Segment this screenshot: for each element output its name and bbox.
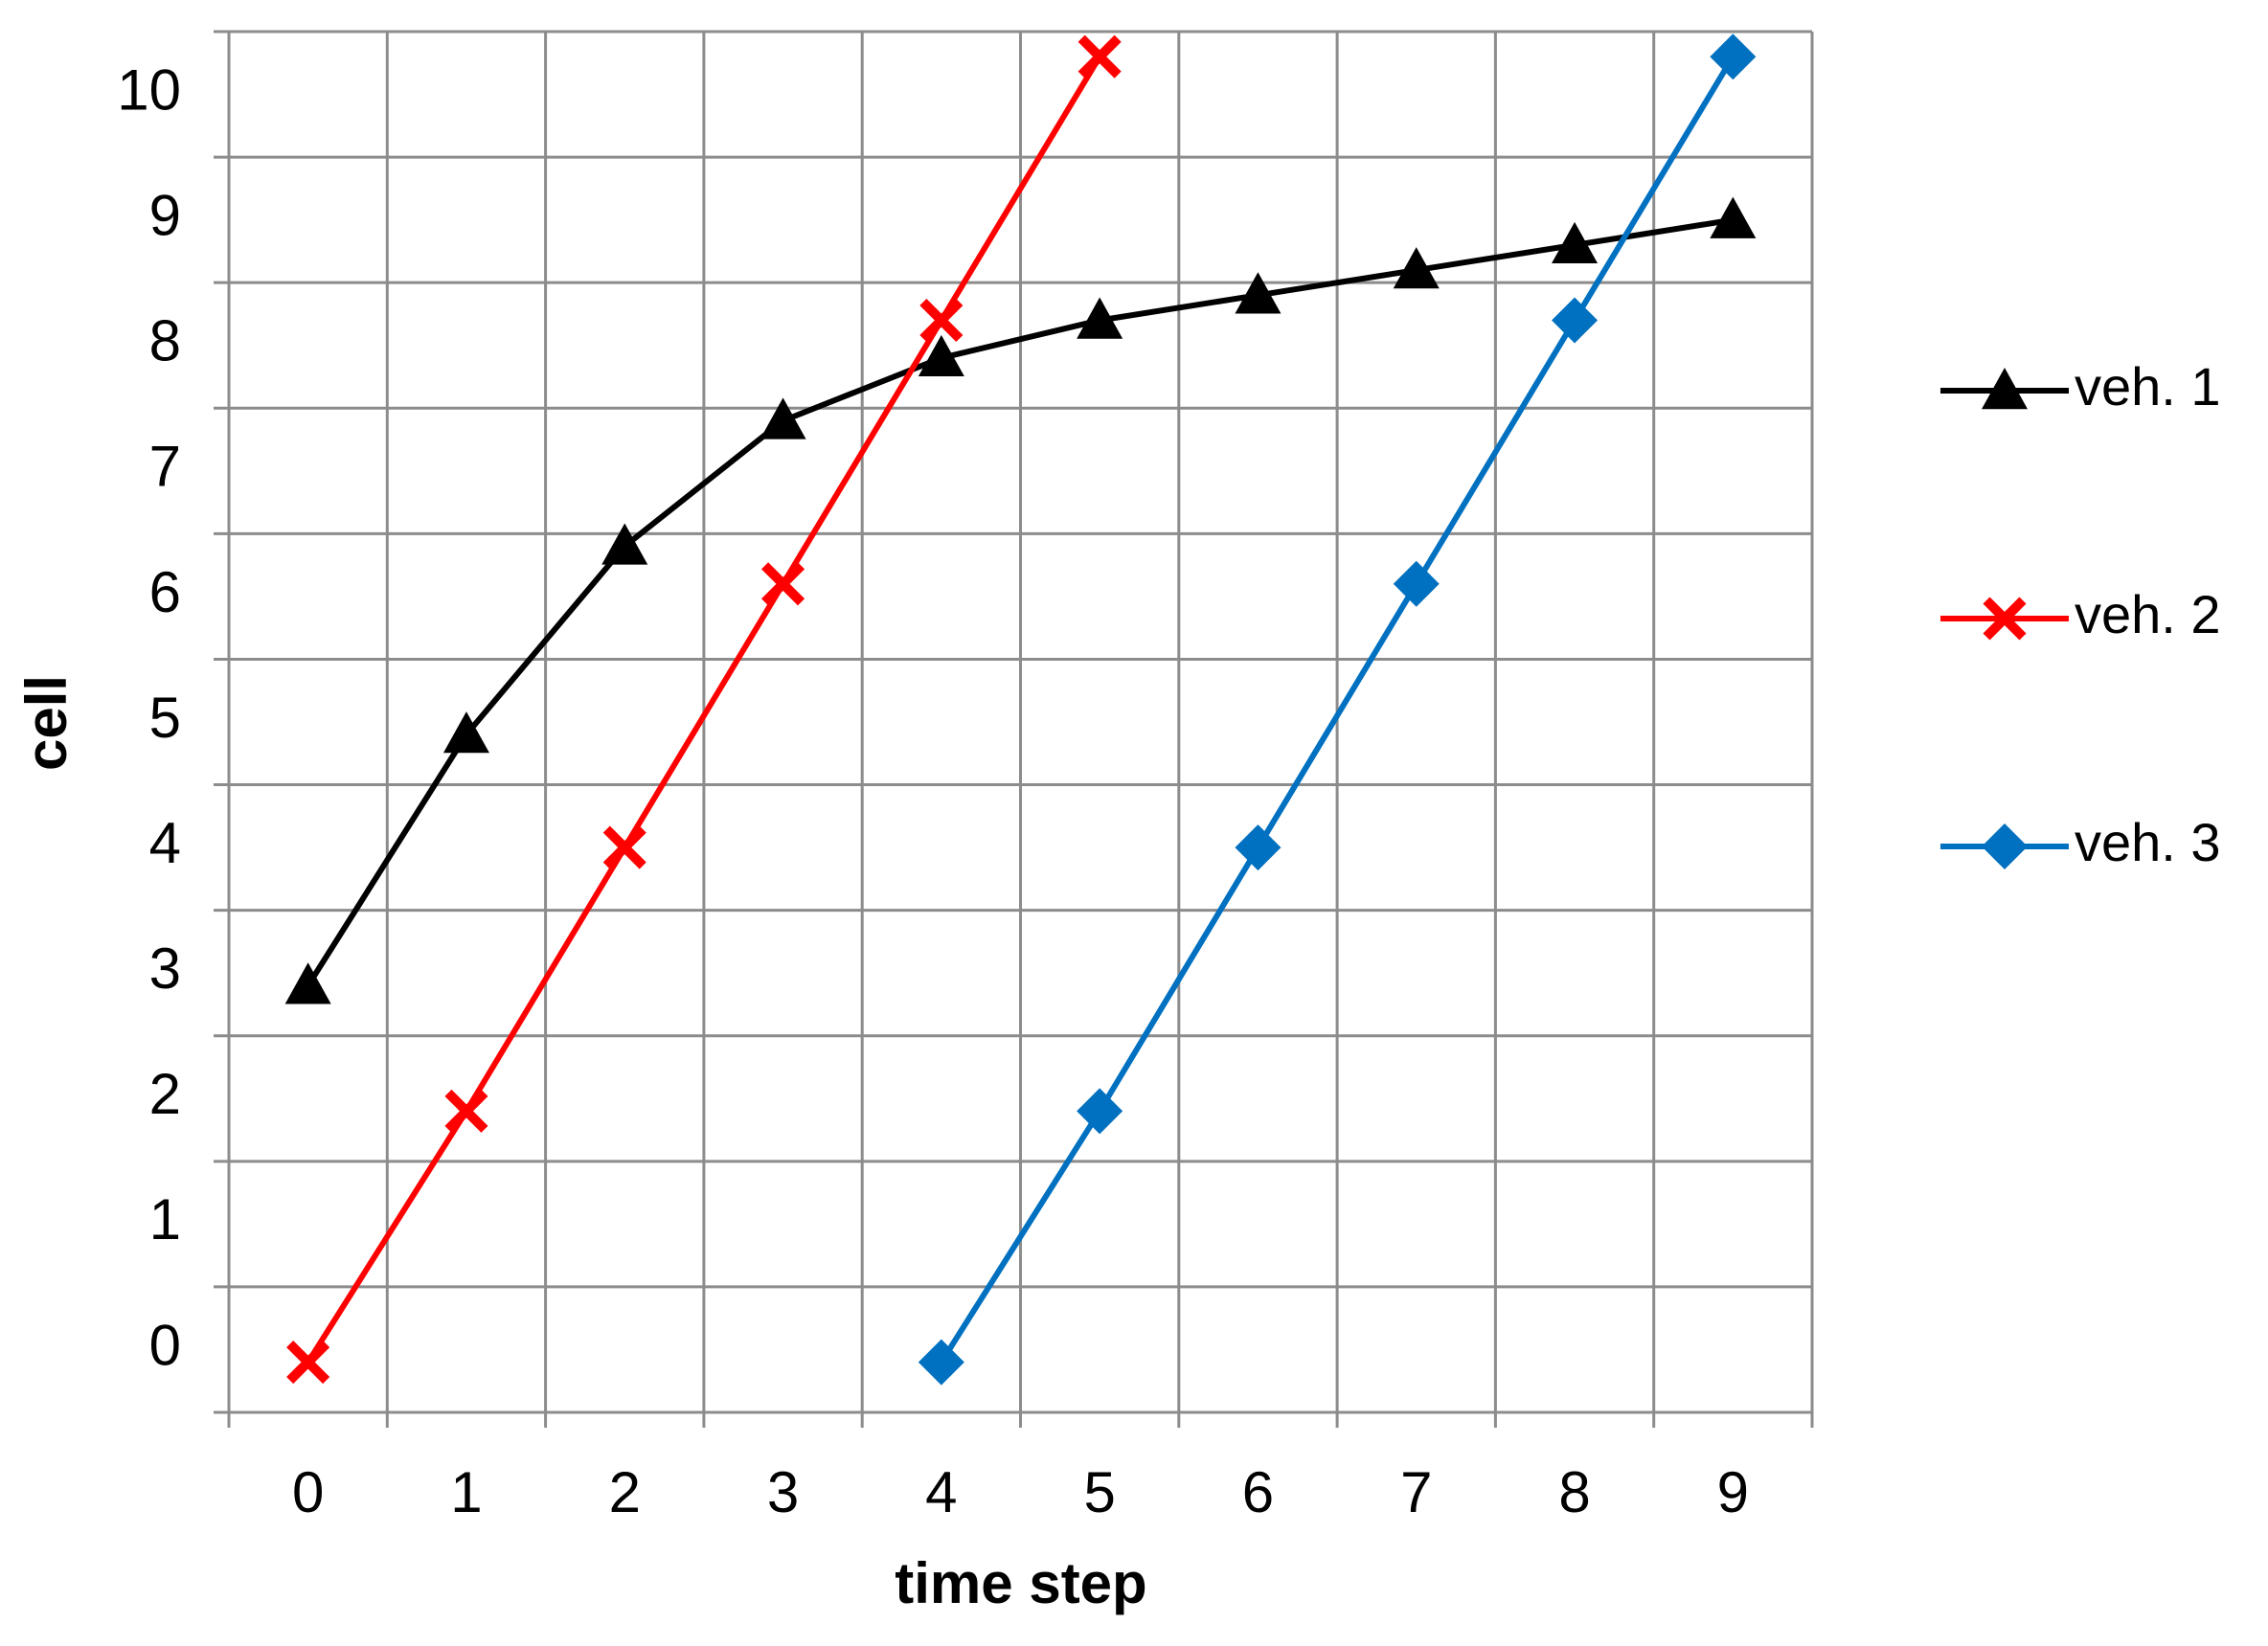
x-tick-label: 6 [1242, 1460, 1274, 1524]
marker [919, 298, 964, 343]
x-tick-label: 7 [1400, 1460, 1432, 1524]
marker [760, 397, 806, 440]
marker [1552, 297, 1599, 344]
y-tick-label: 1 [149, 1187, 181, 1251]
series-line [306, 55, 1102, 1364]
y-tick-label: 10 [117, 57, 181, 122]
y-tick-label: 4 [149, 811, 181, 875]
marker [601, 523, 648, 565]
x-tick-label: 4 [925, 1460, 957, 1524]
y-tick-label: 8 [149, 309, 181, 373]
y-tick-label: 0 [149, 1313, 181, 1377]
legend-label: veh. 1 [2075, 356, 2221, 417]
marker [284, 962, 331, 1004]
marker [1552, 221, 1599, 264]
marker [442, 711, 489, 754]
marker [1393, 560, 1440, 607]
series [918, 34, 1757, 1386]
y-tick-label: 2 [149, 1062, 181, 1126]
y-tick-label: 6 [149, 560, 181, 624]
y-axis-title: cell [14, 675, 79, 771]
marker [1077, 1088, 1123, 1135]
x-tick-label: 1 [450, 1460, 482, 1524]
y-tick-label: 7 [149, 435, 181, 499]
legend-label: veh. 2 [2075, 584, 2221, 644]
x-tick-label: 8 [1558, 1460, 1590, 1524]
legend-marker [1982, 368, 2028, 410]
y-tick-label: 3 [149, 936, 181, 1001]
marker [918, 1339, 964, 1386]
marker [602, 825, 646, 869]
marker [1710, 196, 1757, 238]
x-tick-label: 2 [609, 1460, 641, 1524]
x-tick-label: 3 [767, 1460, 799, 1524]
legend-label: veh. 3 [2075, 812, 2221, 872]
x-tick-label: 5 [1083, 1460, 1115, 1524]
marker [444, 1089, 488, 1133]
legend-marker [1983, 597, 2027, 641]
marker [1077, 34, 1122, 79]
y-tick-label: 9 [149, 183, 181, 247]
marker [286, 1341, 330, 1385]
y-tick-label: 5 [149, 686, 181, 750]
marker [1235, 272, 1281, 314]
marker [1077, 297, 1123, 339]
series-line [939, 55, 1735, 1364]
series-line [306, 216, 1734, 987]
marker [761, 562, 805, 606]
x-tick-label: 0 [292, 1460, 324, 1524]
marker [1710, 34, 1757, 80]
x-tick-label: 9 [1717, 1460, 1749, 1524]
x-axis-title: time step [895, 1551, 1146, 1615]
marker [918, 334, 964, 377]
marker [1393, 247, 1440, 289]
marker [1235, 824, 1281, 871]
legend-marker [1982, 823, 2028, 869]
series [284, 196, 1757, 1004]
series [286, 34, 1122, 1385]
